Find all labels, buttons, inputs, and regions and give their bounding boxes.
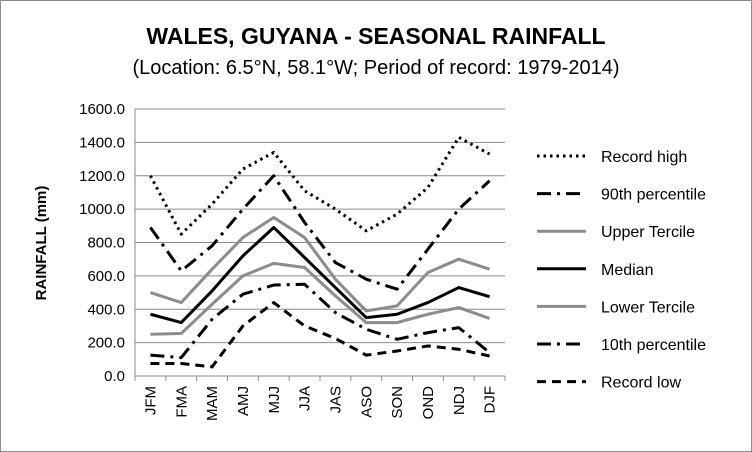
series-line-upper-tercile <box>149 215 491 313</box>
y-tick-label: 1400.0 <box>79 134 125 151</box>
x-tick-label: FMA <box>173 386 190 418</box>
legend-label-90th-percentile: 90th percentile <box>601 187 706 204</box>
legend-label-median: Median <box>601 262 653 279</box>
series-line-record-high <box>149 135 491 236</box>
y-tick-label: 400.0 <box>87 301 125 318</box>
x-tick-label: AMJ <box>235 386 252 416</box>
y-tick-label: 1000.0 <box>79 201 125 218</box>
legend-label-lower-tercile: Lower Tercile <box>601 299 695 316</box>
series-line-10th-percentile <box>150 282 491 360</box>
x-tick-label: ASO <box>358 386 375 418</box>
legend-label-record-high: Record high <box>601 149 687 166</box>
x-tick-label: JJA <box>297 386 314 411</box>
legend: Record high 90th percentile Upper Tercile M… <box>537 149 706 392</box>
x-tick-label: MJJ <box>266 386 283 414</box>
axes <box>134 109 506 381</box>
x-tick-label: NDJ <box>451 386 468 415</box>
x-tick-labels: JFM FMA MAM AMJ MJJ JJA JAS ASO SON OND NDJ DJF <box>142 386 498 421</box>
legend-label-record-low: Record low <box>601 375 681 392</box>
legend-label-10th-percentile: 10th percentile <box>601 337 706 354</box>
series-line-90th-percentile <box>149 174 491 291</box>
y-tick-label: 1600.0 <box>79 101 125 118</box>
y-tick-label: 0.0 <box>104 368 125 385</box>
x-tick-label: MAM <box>204 386 221 421</box>
x-tick-label: JFM <box>142 386 159 415</box>
y-tick-labels: 0.0 200.0 400.0 600.0 800.0 1000.0 1200.0 1400.… <box>79 101 125 385</box>
legend-label-upper-tercile: Upper Tercile <box>601 224 695 241</box>
series-line-median <box>150 225 491 325</box>
x-tick-label: SON <box>389 386 406 419</box>
x-tick-label: DJF <box>482 386 499 414</box>
series-lines <box>149 135 491 369</box>
y-tick-label: 200.0 <box>87 335 125 352</box>
y-tick-label: 1200.0 <box>79 168 125 185</box>
y-tick-label: 800.0 <box>87 235 125 252</box>
x-tick-label: OND <box>420 386 437 420</box>
series-line-lower-tercile <box>150 261 491 336</box>
chart-title: WALES, GUYANA - SEASONAL RAINFALL <box>146 23 606 49</box>
chart-subtitle: (Location: 6.5°N, 58.1°W; Period of reco… <box>132 57 620 79</box>
y-axis-label: RAINFALL (mm) <box>33 186 50 301</box>
x-tick-label: JAS <box>327 386 344 414</box>
y-tick-label: 600.0 <box>87 268 125 285</box>
